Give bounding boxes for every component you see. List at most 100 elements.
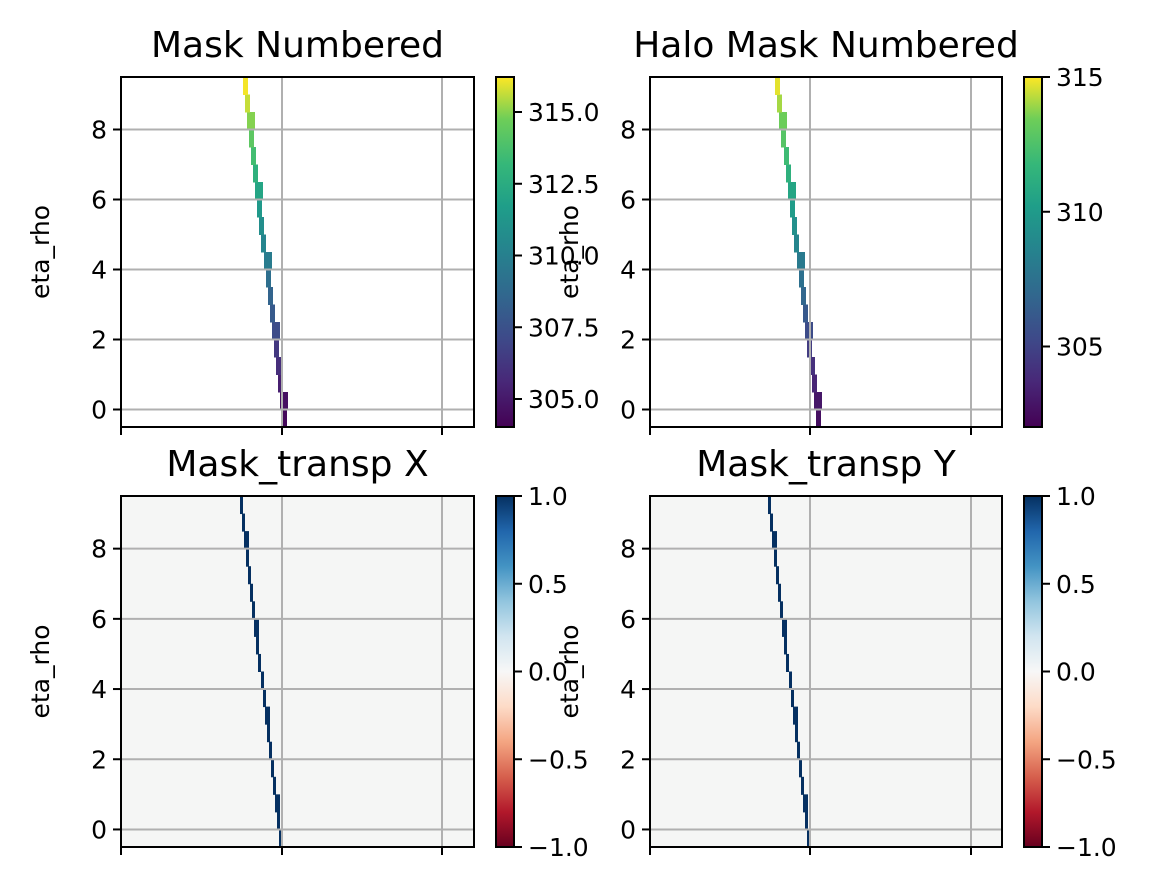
data-cell — [781, 129, 786, 148]
y-axis-label: eta_rho — [555, 205, 584, 299]
data-cell — [248, 566, 251, 585]
data-cell — [784, 636, 787, 655]
data-cell — [791, 689, 794, 708]
data-cell — [812, 374, 817, 393]
data-cell — [263, 689, 266, 708]
data-cell — [254, 618, 259, 637]
data-cell — [789, 671, 792, 690]
data-cell — [273, 776, 276, 795]
colorbar-tick-label: 307.5 — [528, 313, 600, 342]
panel-title: Mask_transp X — [166, 444, 428, 485]
data-cell — [259, 217, 264, 235]
data-cell — [799, 269, 804, 288]
data-cell — [795, 724, 798, 743]
data-cell — [784, 147, 789, 165]
y-tick-label: 2 — [620, 745, 636, 774]
plot-background — [650, 77, 1002, 427]
data-cell — [792, 217, 797, 235]
y-tick-label: 8 — [91, 116, 107, 145]
colorbar-tick-label: 0.0 — [528, 658, 568, 687]
data-cell — [777, 94, 782, 113]
data-cell — [803, 304, 808, 323]
y-tick-label: 6 — [620, 186, 636, 215]
plot-background — [121, 496, 474, 847]
axes-frame — [649, 76, 1003, 428]
y-tick-label: 0 — [620, 396, 636, 425]
data-cell — [788, 182, 796, 200]
y-tick-label: 0 — [91, 396, 107, 425]
colorbar-tick-label: 305.0 — [528, 385, 600, 414]
data-cell — [780, 601, 783, 620]
y-tick-label: 6 — [91, 186, 107, 215]
data-cell — [280, 392, 288, 410]
data-cell — [775, 77, 780, 95]
data-cell — [244, 531, 249, 550]
panel-title: Mask Numbered — [151, 25, 444, 66]
panel-1: 0 2 4 6 8 Mask Numbered eta_rho 305.0 307.5 310.0… — [26, 25, 600, 435]
data-cell — [786, 164, 791, 183]
data-cell — [253, 164, 258, 183]
data-cell — [797, 252, 805, 270]
data-cell — [768, 496, 771, 515]
y-axis-label: eta_rho — [555, 625, 584, 719]
y-tick-label: 6 — [620, 605, 636, 634]
axes-frame — [649, 495, 1003, 848]
data-cell — [803, 794, 808, 813]
colorbar — [1023, 76, 1043, 428]
data-cell — [267, 724, 270, 743]
data-cell — [277, 811, 280, 830]
data-cell — [810, 357, 815, 375]
data-cell — [272, 322, 280, 340]
y-axis-label: eta_rho — [26, 625, 55, 719]
y-tick-label: 8 — [620, 116, 636, 145]
panel-4: 0 2 4 6 8 Mask_transp Y eta_rho −1.0 −0.5 0.0 0.5 1… — [555, 444, 1117, 862]
colorbar-tick-label: 0.0 — [1056, 658, 1096, 687]
colorbar-tick-label: 1.0 — [528, 482, 568, 511]
colorbar-tick-label: 315 — [1056, 63, 1104, 92]
data-cell — [772, 531, 777, 550]
colorbar — [495, 495, 515, 848]
data-cell — [790, 199, 795, 218]
axes-frame — [120, 495, 475, 848]
data-cell — [249, 129, 254, 148]
data-cell — [797, 741, 800, 760]
data-cell — [246, 548, 249, 567]
data-cell — [794, 234, 799, 253]
colorbar-tick-label: 312.5 — [528, 170, 600, 199]
data-cell — [240, 496, 243, 515]
y-tick-label: 0 — [620, 815, 636, 844]
data-cell — [255, 182, 263, 200]
colorbar-tick-label: 310 — [1056, 198, 1104, 227]
data-cell — [276, 357, 281, 375]
y-axis-label: eta_rho — [26, 205, 55, 299]
colorbar-tick-label: 310.0 — [528, 242, 600, 271]
data-cell — [256, 636, 259, 655]
colorbar-tick-label: −0.5 — [1056, 745, 1117, 774]
data-cell — [778, 583, 781, 602]
data-cell — [271, 759, 274, 778]
data-cell — [261, 671, 264, 690]
y-tick-label: 4 — [620, 675, 636, 704]
colorbar-tick-label: −1.0 — [1056, 833, 1117, 862]
data-cell — [805, 811, 808, 830]
data-cell — [278, 374, 283, 393]
panel-3: 0 2 4 6 8 Mask_transp X eta_rho −1.0 −0.5 0.0 0.5 1… — [26, 444, 589, 862]
data-cell — [786, 653, 789, 672]
panel-title: Mask_transp Y — [696, 444, 957, 485]
y-tick-label: 4 — [620, 256, 636, 285]
data-cell — [779, 112, 787, 130]
data-cell — [257, 199, 262, 218]
axes-frame — [120, 76, 475, 428]
y-tick-label: 4 — [91, 675, 107, 704]
data-cell — [247, 112, 255, 130]
data-cell — [270, 304, 275, 323]
data-cell — [251, 147, 256, 165]
y-tick-label: 8 — [620, 535, 636, 564]
data-cell — [242, 513, 245, 532]
colorbar-tick-label: 305 — [1056, 333, 1104, 362]
data-cell — [274, 339, 279, 358]
data-cell — [265, 706, 270, 725]
data-cell — [243, 77, 248, 95]
data-cell — [266, 269, 271, 288]
